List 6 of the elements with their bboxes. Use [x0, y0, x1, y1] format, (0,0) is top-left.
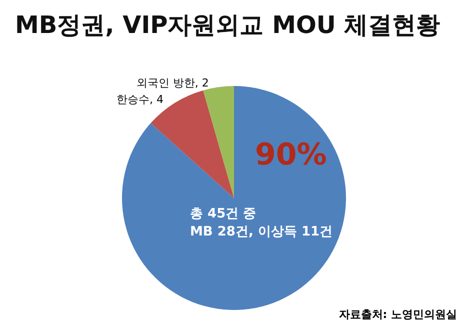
slice-label: 외국인 방한, 2: [136, 76, 209, 90]
text: 자료출처: 노영민의원실: [338, 308, 458, 321]
chart-title: MB정권, VIP자원외교 MOU 체결현황: [15, 11, 440, 39]
text: 총 45건 중 MB 28건, 이상득 11건: [190, 206, 333, 240]
text: 90%: [255, 138, 327, 172]
slice-label: 한승수, 4: [116, 93, 164, 106]
